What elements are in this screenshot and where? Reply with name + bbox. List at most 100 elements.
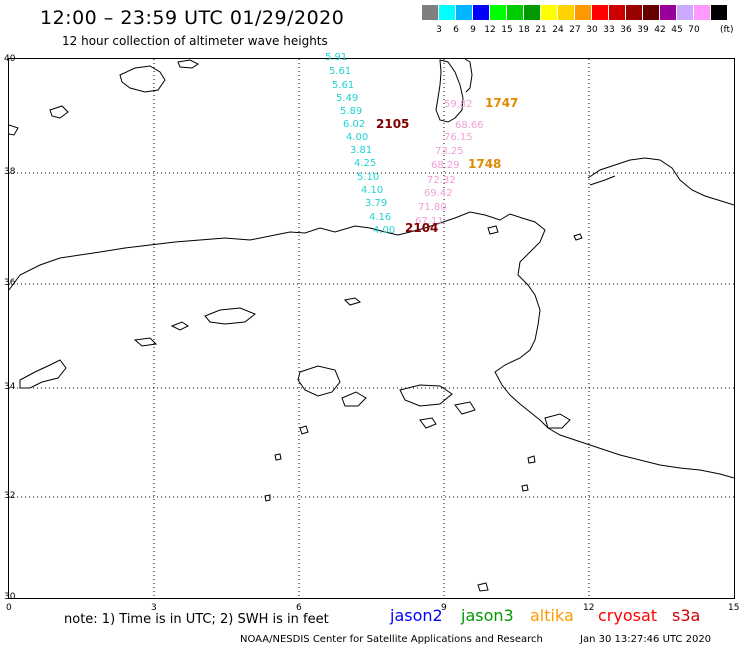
swh-value: 67.11 bbox=[415, 216, 444, 227]
swh-value: 3.81 bbox=[350, 145, 372, 156]
swh-value: 5.91 bbox=[325, 52, 347, 63]
mallorca-coastline bbox=[119, 65, 166, 93]
lat-label-40: 40 bbox=[4, 54, 16, 64]
generated-timestamp: Jan 30 13:27:46 UTC 2020 bbox=[580, 634, 712, 645]
island-n bbox=[527, 455, 536, 464]
scale-swatch bbox=[677, 5, 693, 20]
chart-subtitle: 12 hour collection of altimeter wave hei… bbox=[62, 34, 328, 48]
lat-label-32: 32 bbox=[4, 491, 16, 501]
lat-label-30: 30 bbox=[4, 592, 16, 602]
scale-swatch bbox=[524, 5, 540, 20]
scale-tick-label: 24 bbox=[552, 25, 564, 35]
scale-swatch bbox=[507, 5, 523, 20]
sardinia-coastline bbox=[435, 59, 464, 123]
scale-tick-label: 6 bbox=[453, 25, 459, 35]
lat-label-34: 34 bbox=[4, 382, 16, 392]
scale-tick-label: 18 bbox=[518, 25, 530, 35]
swh-value: 5.61 bbox=[329, 66, 351, 77]
scale-swatch bbox=[490, 5, 506, 20]
scale-swatch bbox=[592, 5, 608, 20]
scale-swatch bbox=[711, 5, 727, 20]
swh-value: 71.80 bbox=[418, 202, 447, 213]
scale-swatch bbox=[660, 5, 676, 20]
scale-unit-label: (ft) bbox=[720, 25, 734, 35]
scale-swatch bbox=[422, 5, 438, 20]
scale-swatch bbox=[694, 5, 710, 20]
scale-tick-label: 70 bbox=[688, 25, 700, 35]
islet-1 bbox=[8, 124, 19, 136]
island-i bbox=[454, 401, 476, 415]
lon-label-6: 6 bbox=[296, 603, 302, 613]
island-f bbox=[297, 365, 341, 397]
lat-label-36: 36 bbox=[4, 278, 16, 288]
scale-swatch bbox=[456, 5, 472, 20]
scale-tick-label: 33 bbox=[603, 25, 615, 35]
track-time-mark: 1747 bbox=[485, 96, 518, 110]
island-a bbox=[19, 359, 67, 389]
swh-value: 68.29 bbox=[431, 160, 460, 171]
track-time-mark: 2104 bbox=[405, 221, 438, 235]
menorca-coastline bbox=[177, 59, 199, 69]
scale-swatch bbox=[575, 5, 591, 20]
coastlines bbox=[8, 58, 735, 592]
scale-tick-label: 30 bbox=[586, 25, 598, 35]
island-g bbox=[341, 391, 367, 407]
island-k bbox=[299, 425, 309, 435]
track-time-mark: 1748 bbox=[468, 157, 501, 171]
lat-label-38: 38 bbox=[4, 167, 16, 177]
island-q bbox=[544, 413, 571, 429]
island-d bbox=[133, 337, 158, 347]
scale-tick-label: 39 bbox=[637, 25, 649, 35]
scale-tick-label: 36 bbox=[620, 25, 632, 35]
island-c bbox=[204, 307, 256, 325]
swh-value: 6.02 bbox=[343, 119, 365, 130]
swh-value: 76.15 bbox=[444, 132, 473, 143]
satellite-s3a: s3a bbox=[672, 606, 701, 625]
island-b bbox=[170, 321, 189, 331]
lon-label-0: 0 bbox=[6, 603, 12, 613]
swh-value: 68.66 bbox=[455, 120, 484, 131]
island-l bbox=[274, 453, 282, 461]
island-r bbox=[487, 225, 499, 235]
swh-value: 4.00 bbox=[373, 225, 395, 236]
swh-value: 4.00 bbox=[346, 132, 368, 143]
swh-value: 72.32 bbox=[427, 175, 456, 186]
coast-fragment-east bbox=[589, 175, 616, 186]
satellite-jason2: jason2 bbox=[390, 606, 443, 625]
north-africa-coastline bbox=[8, 211, 735, 479]
corsica-coastline bbox=[464, 58, 473, 93]
italy-coastline bbox=[587, 157, 735, 206]
chart-title: 12:00 – 23:59 UTC 01/29/2020 bbox=[40, 7, 345, 29]
scale-swatch bbox=[541, 5, 557, 20]
swh-value: 5.89 bbox=[340, 106, 362, 117]
lon-label-9: 9 bbox=[441, 603, 447, 613]
island-p bbox=[477, 582, 489, 592]
satellite-cryosat: cryosat bbox=[598, 606, 658, 625]
graticule bbox=[9, 59, 734, 598]
scale-tick-label: 27 bbox=[569, 25, 581, 35]
swh-value: 5.10 bbox=[357, 172, 379, 183]
track-values-layer: 5.91 5.61 5.61 5.49 5.89 6.02 4.00 3.81 4.25 5.10… bbox=[325, 52, 518, 236]
swh-value: 5.49 bbox=[336, 93, 358, 104]
scale-tick-label: 21 bbox=[535, 25, 547, 35]
footer-note: note: 1) Time is in UTC; 2) SWH is in fe… bbox=[64, 612, 329, 627]
scale-swatch bbox=[558, 5, 574, 20]
track-time-mark: 2105 bbox=[376, 117, 409, 131]
scale-tick-label: 45 bbox=[671, 25, 683, 35]
swh-value: 3.79 bbox=[365, 198, 387, 209]
scale-swatch bbox=[626, 5, 642, 20]
swh-value: 69.42 bbox=[424, 188, 453, 199]
scale-tick-label: 3 bbox=[436, 25, 442, 35]
swh-value: 5.61 bbox=[332, 80, 354, 91]
satellite-jason3: jason3 bbox=[461, 606, 514, 625]
swh-value: 4.25 bbox=[354, 158, 376, 169]
lon-label-12: 12 bbox=[583, 603, 595, 613]
swh-value: 4.16 bbox=[369, 212, 391, 223]
scale-tick-label: 42 bbox=[654, 25, 666, 35]
island-h bbox=[399, 384, 453, 407]
swh-value: 73.25 bbox=[435, 146, 464, 157]
ibiza-coastline bbox=[49, 105, 69, 119]
scale-tick-label: 12 bbox=[484, 25, 496, 35]
scale-swatch bbox=[439, 5, 455, 20]
